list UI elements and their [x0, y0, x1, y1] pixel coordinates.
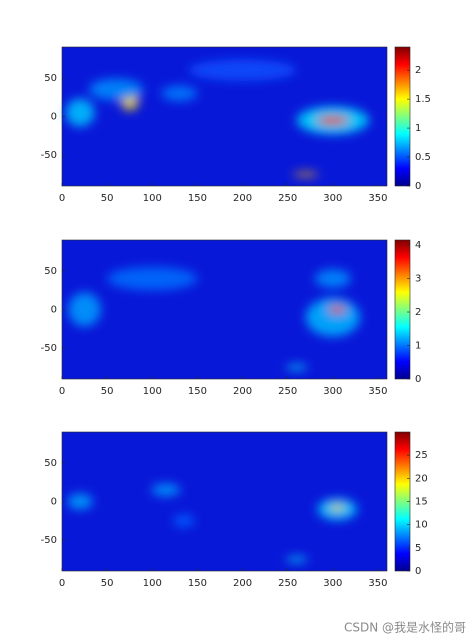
x-tick-label: 0 — [59, 386, 65, 397]
x-tick-label: 50 — [101, 386, 114, 397]
x-tick-label: 200 — [233, 193, 252, 204]
colorbar-tick-label: 2 — [415, 65, 421, 76]
field-blob — [328, 305, 347, 314]
x-tick-label: 150 — [188, 193, 207, 204]
colorbar-tick-label: 1 — [415, 123, 421, 134]
field-blob — [68, 292, 101, 327]
heatmap-field — [67, 483, 358, 562]
field-blob — [151, 483, 181, 497]
field-blob — [316, 115, 350, 125]
x-tick-label: 250 — [278, 193, 297, 204]
y-tick-label: 0 — [51, 112, 57, 123]
x-tick-label: 250 — [278, 386, 297, 397]
field-blob — [65, 98, 95, 127]
colorbar — [394, 46, 411, 187]
x-tick-label: 300 — [323, 578, 342, 589]
colorbar-tick-label: 20 — [415, 473, 428, 484]
x-tick-label: 100 — [143, 578, 162, 589]
colorbar-tick-label: 25 — [415, 450, 428, 461]
x-tick-label: 50 — [101, 578, 114, 589]
colorbar-tick-label: 0 — [415, 181, 421, 192]
x-tick-label: 200 — [233, 386, 252, 397]
x-tick-label: 200 — [233, 578, 252, 589]
x-tick-label: 50 — [101, 193, 114, 204]
x-tick-label: 150 — [188, 386, 207, 397]
y-tick-label: 50 — [44, 73, 57, 84]
colorbar-tick-label: 5 — [415, 543, 421, 554]
field-blob — [89, 78, 144, 101]
field-blob — [293, 172, 319, 177]
x-tick-label: 0 — [59, 578, 65, 589]
colorbar-tick-label: 15 — [415, 497, 428, 508]
y-tick-label: 0 — [51, 497, 57, 508]
colorbar-tick-label: 1 — [415, 341, 421, 352]
field-blob — [305, 297, 360, 337]
field-blob — [161, 85, 198, 102]
field-blob — [188, 59, 297, 81]
x-tick-label: 300 — [323, 193, 342, 204]
field-blob — [330, 504, 345, 511]
x-tick-label: 150 — [188, 578, 207, 589]
y-tick-label: -50 — [41, 535, 57, 546]
x-tick-label: 350 — [368, 193, 387, 204]
colorbar-tick-label: 2 — [415, 307, 421, 318]
y-tick-label: -50 — [41, 343, 57, 354]
field-blob — [107, 267, 198, 291]
field-blob — [285, 557, 308, 562]
y-tick-label: 50 — [44, 266, 57, 277]
colorbar-tick-label: 3 — [415, 274, 421, 285]
heatmap-field — [65, 59, 369, 177]
field-blob — [314, 269, 351, 288]
heatmap-field — [68, 267, 360, 370]
x-tick-label: 350 — [368, 386, 387, 397]
colorbar-tick-label: 0 — [415, 566, 421, 577]
colorbar-tick-label: 10 — [415, 520, 428, 531]
colorbar — [394, 239, 411, 380]
x-tick-label: 300 — [323, 386, 342, 397]
field-blob — [173, 514, 195, 527]
colorbar-tick-label: 1.5 — [415, 94, 431, 105]
x-tick-label: 0 — [59, 193, 65, 204]
x-tick-label: 250 — [278, 578, 297, 589]
watermark: CSDN @我是水怪的哥 — [344, 620, 466, 635]
y-tick-label: 0 — [51, 305, 57, 316]
y-tick-label: -50 — [41, 150, 57, 161]
x-tick-label: 100 — [143, 386, 162, 397]
y-tick-label: 50 — [44, 458, 57, 469]
colorbar-tick-label: 0 — [415, 374, 421, 385]
field-blob — [285, 365, 308, 370]
colorbar-tick-label: 4 — [415, 240, 421, 251]
x-tick-label: 100 — [143, 193, 162, 204]
colorbar-tick-label: 0.5 — [415, 152, 431, 163]
x-tick-label: 350 — [368, 578, 387, 589]
field-blob — [67, 493, 93, 510]
